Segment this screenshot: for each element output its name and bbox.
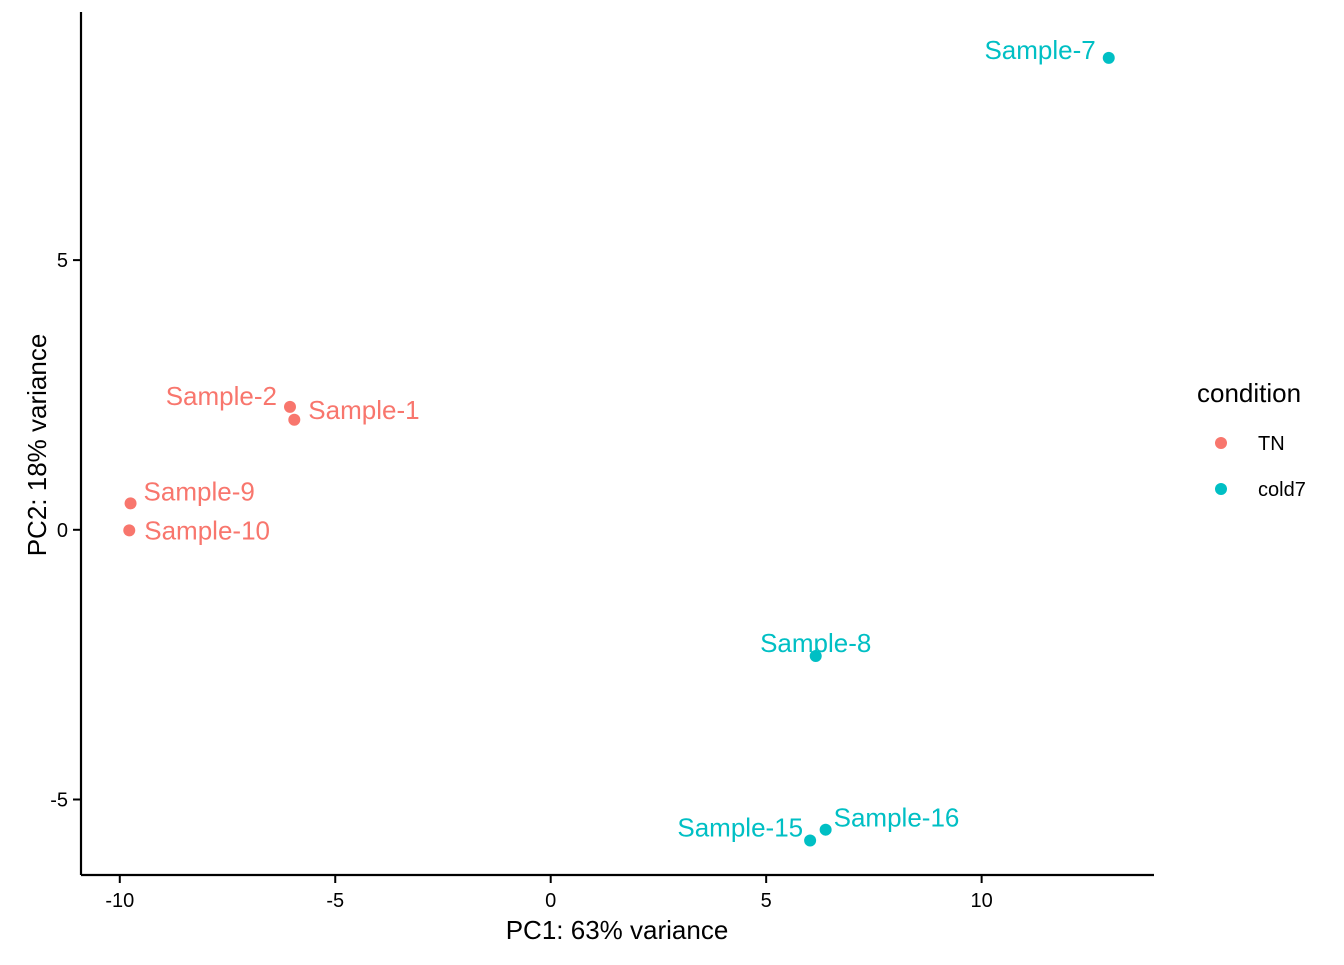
x-tick-label: 0 (545, 890, 556, 912)
data-point (288, 413, 301, 426)
x-tick-label: -10 (105, 890, 134, 912)
y-axis-title: PC2: 18% variance (22, 334, 52, 557)
point-label: Sample-16 (834, 803, 960, 833)
point-label: Sample-8 (760, 628, 871, 658)
point-label: Sample-15 (677, 812, 803, 842)
legend-title: condition (1197, 378, 1301, 408)
y-tick-label: 0 (57, 520, 68, 542)
legend-label: TN (1258, 433, 1285, 455)
point-label: Sample-7 (984, 35, 1095, 65)
point-label: Sample-9 (144, 476, 255, 506)
point-label: Sample-2 (166, 381, 277, 411)
x-tick-label: 10 (971, 890, 993, 912)
legend-items: TN cold7 (1215, 433, 1306, 501)
data-point (1102, 51, 1115, 64)
data-points (123, 51, 1115, 847)
data-point (819, 823, 832, 836)
x-tick-label: -5 (326, 890, 344, 912)
x-tick-label: 5 (761, 890, 772, 912)
data-point (123, 524, 136, 537)
legend-label: cold7 (1258, 479, 1306, 501)
x-ticks: -10 -5 0 5 10 (105, 875, 993, 912)
data-point (809, 650, 822, 663)
legend: condition TN cold7 (1197, 378, 1306, 501)
point-label: Sample-1 (308, 395, 419, 425)
point-label: Sample-10 (144, 515, 270, 545)
y-tick-label: -5 (50, 789, 68, 811)
legend-key (1215, 437, 1227, 449)
x-axis-title: PC1: 63% variance (506, 915, 729, 945)
y-ticks: -5 0 5 (50, 250, 81, 811)
data-point (283, 400, 296, 413)
axes (79, 12, 1154, 877)
data-point (124, 497, 137, 510)
legend-key (1215, 483, 1227, 495)
point-labels: Sample-1 Sample-2 Sample-9 Sample-10 Sample-… (144, 35, 1096, 843)
data-point (804, 834, 817, 847)
y-tick-label: 5 (57, 250, 68, 272)
